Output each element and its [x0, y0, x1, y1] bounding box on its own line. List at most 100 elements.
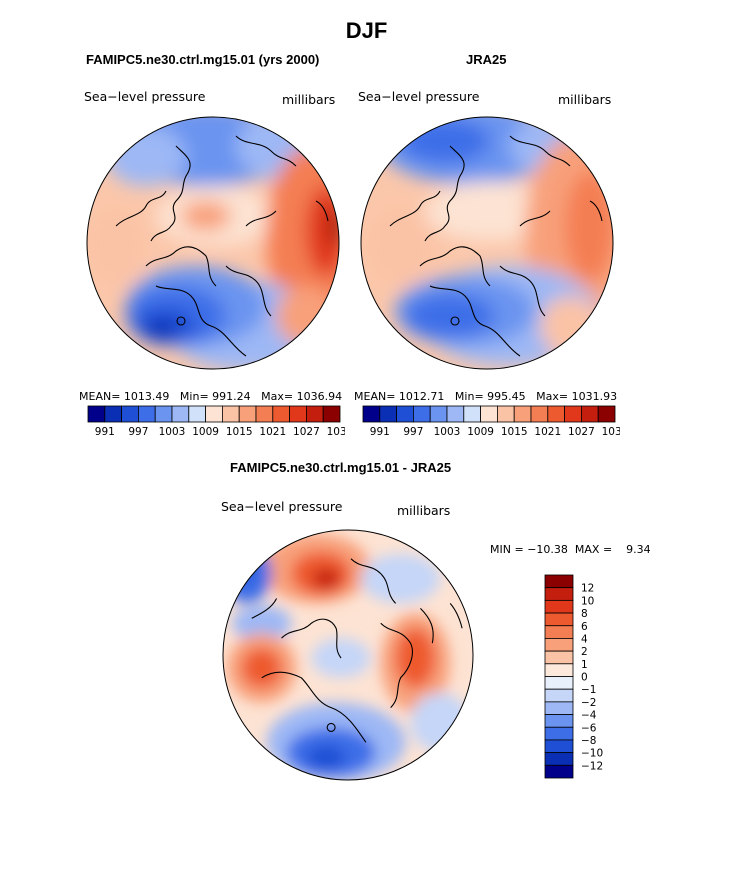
panel1-mean-value: 1013.49 — [123, 390, 170, 403]
panel2-max-label: Max= — [536, 390, 569, 403]
colorbar-swatch — [544, 587, 574, 601]
panel2-min-label: Min= — [454, 390, 484, 403]
panel2-stats: MEAN= 1012.71 Min= 995.45 Max= 1031.93 — [354, 390, 617, 403]
colorbar-swatch — [544, 752, 574, 766]
colorbar-swatch — [513, 405, 532, 423]
colorbar-tick-label: 6 — [581, 621, 588, 633]
colorbar-swatch — [544, 574, 574, 589]
colorbar-swatch — [205, 405, 223, 423]
colorbar-swatch — [544, 726, 574, 741]
colorbar-swatch — [544, 676, 574, 690]
panel1-variable-label: Sea−level pressure — [84, 89, 206, 104]
colorbar-tick-label: 991 — [370, 426, 390, 438]
colorbar-tick-label: −2 — [581, 697, 596, 709]
colorbar-tick-label: 1015 — [226, 426, 253, 438]
panel1-title: FAMIPC5.ne30.ctrl.mg15.01 (yrs 2000) — [86, 52, 320, 67]
colorbar-tick-label: 1015 — [501, 426, 528, 438]
colorbar-swatch — [544, 625, 574, 639]
colorbar-tick-label: 0 — [581, 672, 588, 684]
colorbar-tick-label: −4 — [581, 710, 597, 722]
colorbar-swatch — [544, 663, 574, 677]
colorbar-tick-label: 10 — [581, 595, 594, 607]
map-difference-slp — [222, 529, 474, 781]
panel1-mean-label: MEAN= — [79, 390, 121, 403]
colorbar-swatch — [121, 405, 139, 423]
panel1-stats: MEAN= 1013.49 Min= 991.24 Max= 1036.94 — [79, 390, 342, 403]
panel2-min-value: 995.45 — [487, 390, 526, 403]
colorbar-tick-label: 2 — [581, 646, 588, 658]
colorbar-tick-label: −1 — [581, 684, 596, 696]
colorbar-tick-label: 1021 — [534, 426, 561, 438]
colorbar-tick-label: 4 — [581, 633, 588, 645]
panel2-mean-label: MEAN= — [354, 390, 396, 403]
colorbar-swatch — [379, 405, 397, 423]
colorbar-swatch — [463, 405, 482, 423]
colorbar-swatch — [597, 405, 616, 423]
colorbar-swatch — [580, 405, 599, 423]
panel3-title: FAMIPC5.ne30.ctrl.mg15.01 - JRA25 — [230, 460, 452, 475]
panel2-title: JRA25 — [466, 52, 507, 67]
colorbar-tick-label: 1009 — [192, 426, 219, 438]
colorbar-swatch — [429, 405, 448, 423]
colorbar-swatch — [104, 405, 122, 423]
colorbar-swatch — [544, 701, 574, 715]
colorbar-panel1: 991 997 1003 1009 1015 1021 1027 1033 — [87, 405, 345, 438]
colorbar-swatch — [496, 405, 515, 423]
colorbar-swatch — [446, 405, 465, 423]
colorbar-swatch — [171, 405, 190, 423]
colorbar-tick-label: 1003 — [434, 426, 461, 438]
colorbar-tick-label: −12 — [581, 760, 603, 772]
panel2-variable-label: Sea−level pressure — [358, 89, 480, 104]
colorbar-tick-label: 1009 — [467, 426, 494, 438]
colorbar-swatch — [564, 405, 582, 423]
colorbar-swatch — [530, 405, 549, 423]
panel3-max-label: MAX = — [574, 543, 613, 556]
colorbar-swatch — [138, 405, 156, 423]
colorbar-swatch — [544, 714, 574, 728]
panel2-units-label: millibars — [558, 92, 612, 107]
panel3-min-label: MIN = — [490, 543, 524, 556]
colorbar-swatch — [154, 405, 173, 423]
colorbar-tick-label: 1027 — [568, 426, 595, 438]
panel3-stats: MIN = −10.38 MAX = 9.34 — [490, 543, 651, 556]
panel1-min-value: 991.24 — [212, 390, 251, 403]
panel1-units-label: millibars — [282, 92, 336, 107]
colorbar-tick-label: −10 — [581, 748, 603, 760]
colorbar-tick-label: 1033 — [602, 426, 620, 438]
panel3-max-value: 9.34 — [626, 543, 651, 556]
colorbar-swatch — [480, 405, 498, 423]
panel1-min-label: Min= — [179, 390, 209, 403]
colorbar-tick-label: 991 — [95, 426, 115, 438]
panel3-variable-label: Sea−level pressure — [221, 499, 343, 514]
colorbar-tick-label: 1 — [581, 659, 588, 671]
colorbar-swatch — [544, 688, 574, 703]
panel1-max-value: 1036.94 — [296, 390, 343, 403]
colorbar-swatch — [544, 764, 574, 779]
colorbar-swatch — [255, 405, 274, 423]
colorbar-tick-label: 1027 — [293, 426, 320, 438]
colorbar-swatch — [413, 405, 431, 423]
colorbar-swatch — [544, 650, 574, 665]
colorbar-tick-label: −8 — [581, 735, 596, 747]
colorbar-tick-label: 997 — [403, 426, 423, 438]
colorbar-tick-label: 1003 — [159, 426, 186, 438]
colorbar-swatch — [188, 405, 207, 423]
colorbar-tick-label: 12 — [581, 583, 594, 595]
colorbar-swatch — [238, 405, 257, 423]
panel2-max-value: 1031.93 — [571, 390, 618, 403]
colorbar-swatch — [305, 405, 324, 423]
panel3-min-value: −10.38 — [527, 543, 568, 556]
colorbar-swatch — [362, 405, 381, 423]
colorbar-swatch — [289, 405, 307, 423]
colorbar-panel2: 991 997 1003 1009 1015 1021 1027 1033 — [362, 405, 620, 438]
map-model-slp — [86, 116, 340, 370]
colorbar-swatch — [544, 599, 574, 614]
colorbar-swatch — [544, 739, 574, 754]
colorbar-swatch — [396, 405, 414, 423]
colorbar-tick-label: 1033 — [327, 426, 345, 438]
colorbar-tick-label: 8 — [581, 608, 588, 620]
map-jra25-slp — [360, 116, 614, 370]
colorbar-swatch — [544, 612, 574, 627]
colorbar-tick-label: −6 — [581, 722, 597, 734]
